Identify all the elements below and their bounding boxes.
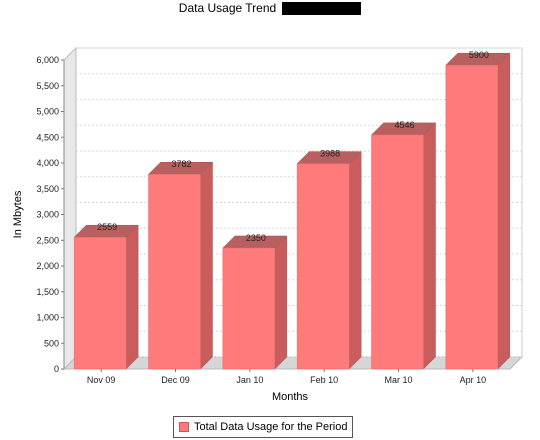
bar [148,173,201,370]
y-tick-label: 6,000 [36,55,59,65]
y-tick-label: 1,500 [36,287,59,297]
data-label: 5900 [469,50,489,60]
y-tick-label: 5,000 [36,107,59,117]
bar [445,64,499,370]
data-label: 3988 [320,149,340,159]
legend: Total Data Usage for the Period [173,416,354,438]
chart-title-bar: Data Usage Trend [0,0,540,16]
y-tick-label: 2,500 [36,235,59,245]
bar-side [274,235,288,370]
y-axis-title: In Mbytes [12,190,24,238]
y-tick-label: 4,500 [36,132,59,142]
y-tick-label: 500 [44,338,59,348]
x-axis-title: Months [272,391,309,403]
bar-side [348,151,362,370]
bar-side [200,161,213,370]
y-tick-label: 3,000 [36,210,59,220]
y-tick-label: 3,500 [36,184,59,194]
bar [73,236,127,370]
bar-side [125,224,139,370]
x-tick-label: Apr 10 [460,375,487,385]
bar [222,247,276,370]
y-tick-label: 4,000 [36,158,59,168]
x-tick-label: Feb 10 [310,375,338,385]
chart-title: Data Usage Trend [178,1,277,15]
data-label: 2559 [97,222,117,232]
bar-side [423,122,436,370]
x-tick-label: Mar 10 [384,375,412,385]
y-tick-label: 5,500 [36,81,59,91]
y-tick-label: 0 [54,364,59,374]
legend-swatch [179,422,189,432]
y-tick-label: 2,000 [36,261,59,271]
x-tick-label: Jan 10 [236,375,263,385]
data-label: 4546 [394,120,414,130]
data-label: 2350 [246,233,266,243]
redacted-block [282,1,362,15]
bar [296,163,350,370]
x-tick-label: Dec 09 [161,375,190,385]
x-tick-label: Nov 09 [87,375,116,385]
data-label: 3782 [171,159,191,169]
bar [371,134,424,370]
legend-label: Total Data Usage for the Period [194,421,348,433]
y-tick-label: 1,000 [36,313,59,323]
bar-side [497,52,511,370]
